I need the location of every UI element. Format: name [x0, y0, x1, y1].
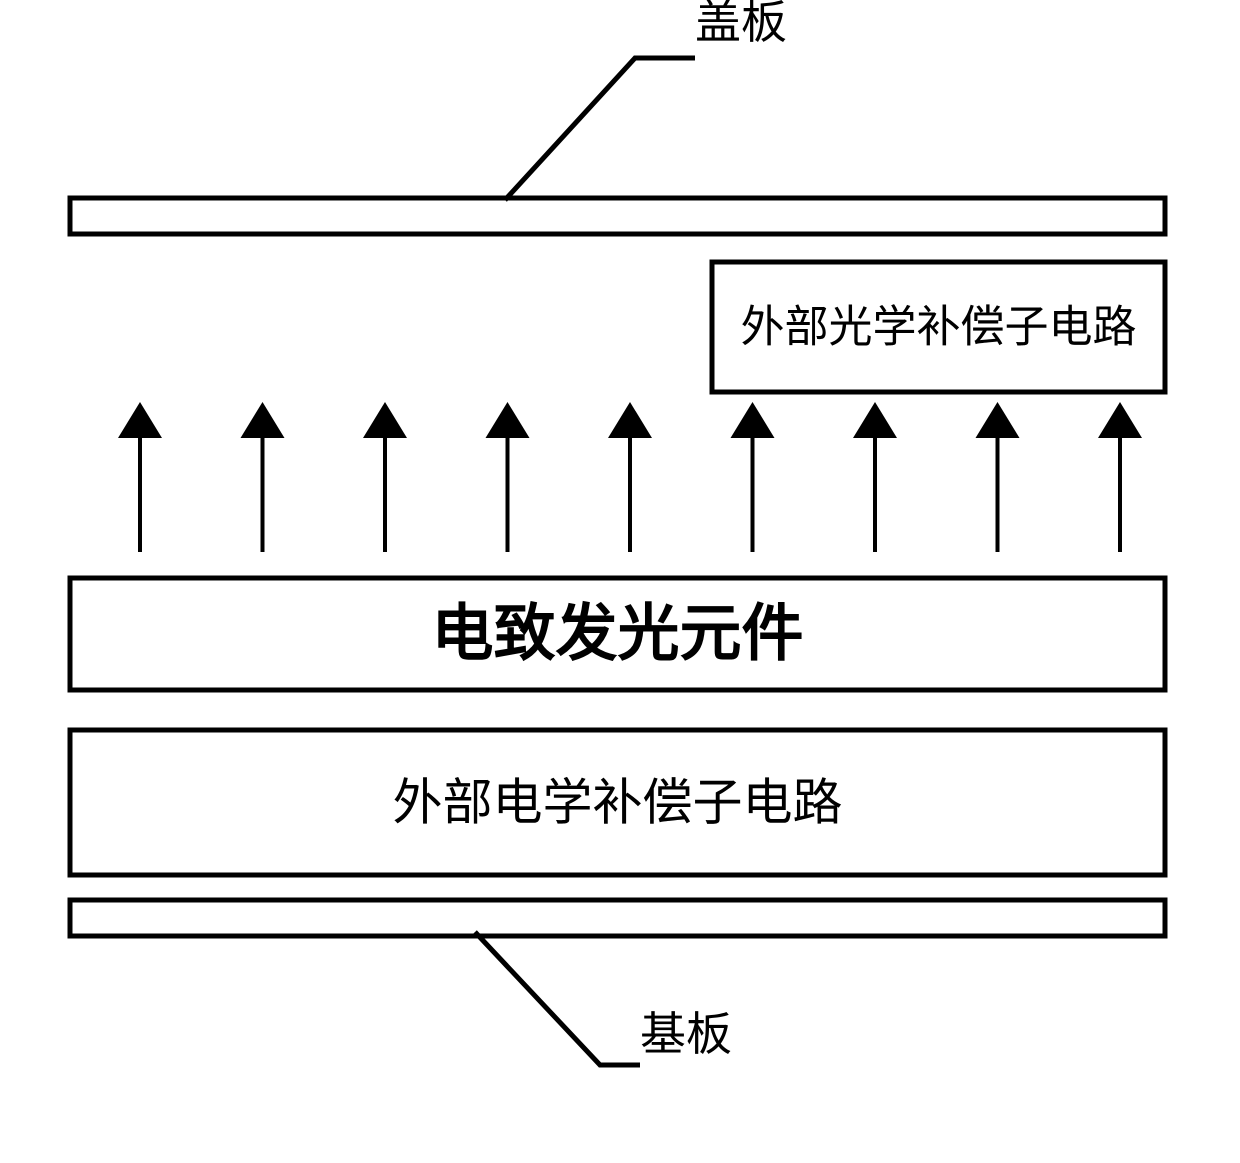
substrate-callout-label: 基板 — [640, 1009, 732, 1060]
electroluminescent-label: 电致发光元件 — [431, 600, 803, 669]
electrical-compensation-label: 外部电学补偿子电路 — [393, 775, 843, 831]
cover-plate — [70, 198, 1165, 234]
substrate-layer — [70, 900, 1165, 936]
optical-compensation-label: 外部光学补偿子电路 — [741, 303, 1137, 352]
cover-callout-label: 盖板 — [695, 0, 787, 48]
